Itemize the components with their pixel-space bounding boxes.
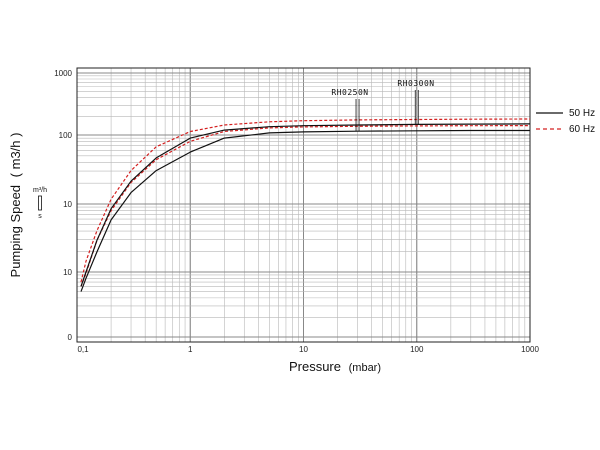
x-tick-label: 100 — [410, 345, 424, 354]
x-tick-label: 10 — [299, 345, 308, 354]
y-tick-label: 10 — [63, 268, 72, 277]
curve-rh0250n-50hz — [80, 129, 530, 292]
x-tick-labels: 0,1 1 10 100 1000 — [77, 345, 539, 354]
x-axis-label: Pressure — [289, 359, 341, 374]
grid-lines — [76, 68, 531, 342]
legend: 50 Hz 60 Hz — [536, 108, 595, 135]
legend-60hz-label: 60 Hz — [569, 124, 595, 135]
model-label-rh0250n: RH0250N — [331, 88, 368, 97]
x-tick-label: 1 — [188, 345, 193, 354]
model-label-rh0300n: RH0300N — [397, 79, 434, 88]
y-axis-title: Pumping Speed ( m3/h ) — [8, 133, 23, 278]
model-labels: RH0250N RH0300N — [331, 79, 434, 132]
side-unit-bar — [38, 195, 42, 211]
y-axis-label: Pumping Speed — [8, 185, 23, 278]
plot-frame — [76, 67, 531, 343]
curves — [80, 118, 531, 292]
y-tick-label: 10 — [63, 200, 72, 209]
side-unit-top: m³/h — [33, 187, 47, 194]
x-tick-label: 1000 — [521, 345, 539, 354]
y-axis-unit: ( m3/h ) — [8, 133, 23, 178]
legend-50hz-label: 50 Hz — [569, 108, 595, 119]
curve-rh0300n-50hz — [80, 123, 531, 287]
y-tick-label: 0 — [68, 333, 73, 342]
side-unit-bottom: s — [38, 213, 42, 220]
y-tick-label: 1000 — [54, 69, 72, 78]
y-tick-label: 100 — [59, 131, 73, 140]
curve-rh0300n-60hz — [80, 118, 531, 283]
curve-rh0250n-60hz — [80, 125, 531, 287]
x-tick-label: 0,1 — [77, 345, 89, 354]
x-axis-unit: (mbar) — [349, 362, 381, 374]
x-axis-title: Pressure (mbar) — [289, 359, 381, 374]
